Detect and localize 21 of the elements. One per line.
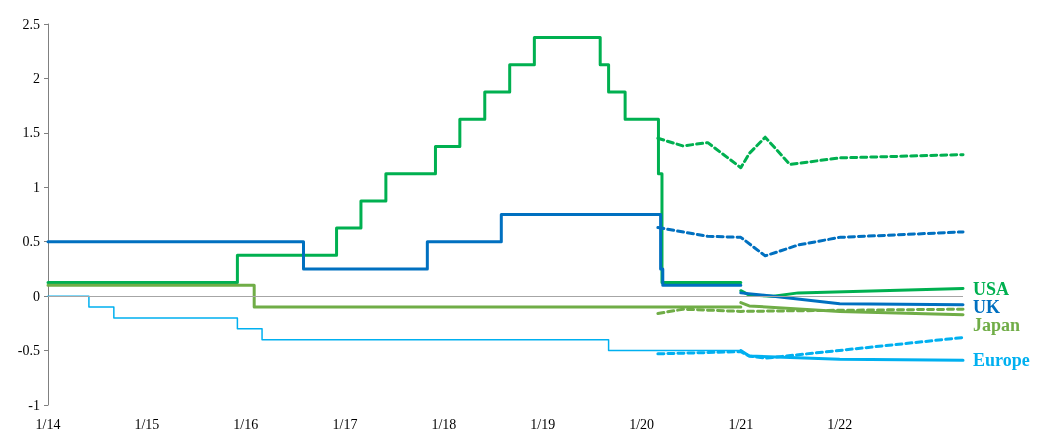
x-tick-label: 1/17 xyxy=(332,416,358,432)
y-tick-label: 1 xyxy=(33,179,40,195)
series-label: UK xyxy=(973,296,1000,317)
x-tick-label: 1/22 xyxy=(827,416,853,432)
series-label: Japan xyxy=(973,314,1021,335)
y-tick-label: 2 xyxy=(33,70,40,86)
y-tick-label: 1.5 xyxy=(22,125,40,141)
x-tick-label: 1/15 xyxy=(134,416,160,432)
y-tick-label: 2.5 xyxy=(22,16,40,32)
y-tick-label: 0.5 xyxy=(22,234,40,250)
y-tick-label: -0.5 xyxy=(17,343,40,359)
x-tick-label: 1/18 xyxy=(431,416,457,432)
x-tick-label: 1/16 xyxy=(233,416,259,432)
x-tick-label: 1/14 xyxy=(35,416,61,432)
y-tick-label: -1 xyxy=(28,397,40,413)
x-tick-label: 1/21 xyxy=(728,416,754,432)
x-tick-label: 1/20 xyxy=(629,416,655,432)
series-label: USA xyxy=(973,278,1010,299)
series-label: Europe xyxy=(973,350,1030,371)
y-tick-label: 0 xyxy=(33,288,40,304)
x-tick-label: 1/19 xyxy=(530,416,556,432)
